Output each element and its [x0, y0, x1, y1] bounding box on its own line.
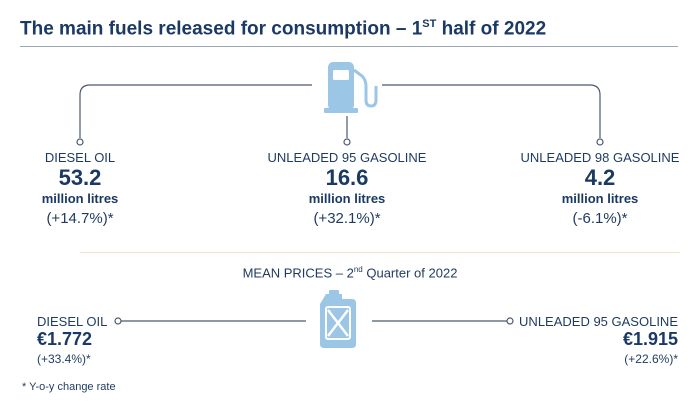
- mean-prices-header-rest: Quarter of 2022: [362, 265, 458, 281]
- page-title: The main fuels released for consumption …: [20, 18, 546, 40]
- price-label: UNLEADED 95 GASOLINE: [519, 314, 678, 329]
- mean-prices-header: MEAN PRICES – 2nd Quarter of 2022: [200, 265, 500, 280]
- consumption-unleaded-98: UNLEADED 98 GASOLINE 4.2 million litres …: [515, 150, 685, 227]
- connector-node-right: [596, 138, 604, 146]
- footnote: * Y-o-y change rate: [22, 381, 116, 393]
- price-label: DIESEL OIL: [37, 314, 108, 329]
- consumption-value: 4.2: [584, 165, 616, 190]
- title-sup: ST: [422, 18, 437, 30]
- consumption-diesel: DIESEL OIL 53.2 million litres (+14.7%)*: [10, 150, 150, 227]
- jerrycan-icon: [320, 290, 356, 348]
- consumption-change: (+32.1%)*: [313, 210, 381, 227]
- connector-node-center: [343, 138, 351, 146]
- consumption-label: UNLEADED 95 GASOLINE: [267, 150, 427, 165]
- consumption-change: (-6.1%)*: [572, 210, 628, 227]
- price-value: €1.772: [37, 329, 93, 349]
- consumption-unleaded-95: UNLEADED 95 GASOLINE 16.6 million litres…: [262, 150, 432, 227]
- title-divider: [20, 46, 678, 47]
- title-rest: half of 2022: [436, 18, 547, 40]
- consumption-value: 16.6: [325, 165, 369, 190]
- consumption-unit: million litres: [41, 191, 119, 206]
- price-change: (+33.4%)*: [37, 352, 91, 366]
- consumption-change: (+14.7%)*: [46, 210, 114, 227]
- consumption-unit: million litres: [561, 191, 639, 206]
- consumption-value: 53.2: [58, 165, 102, 190]
- bottom-node-right: [506, 317, 514, 325]
- right-connector-line: [382, 84, 601, 138]
- consumption-label: UNLEADED 98 GASOLINE: [520, 150, 680, 165]
- mean-prices-header-main: MEAN PRICES – 2: [242, 265, 354, 281]
- price-change: (+22.6%)*: [624, 352, 678, 366]
- section-divider: [80, 252, 680, 253]
- consumption-unit: million litres: [308, 191, 386, 206]
- left-connector-line: [79, 84, 312, 138]
- bottom-node-left: [114, 317, 122, 325]
- fuel-pump-icon: [324, 62, 378, 113]
- title-main: The main fuels released for consumption …: [20, 18, 423, 40]
- mean-prices-header-sup: nd: [353, 265, 363, 274]
- price-value: €1.915: [622, 329, 678, 349]
- price-unleaded-95: UNLEADED 95 GASOLINE €1.915 (+22.6%)*: [500, 314, 678, 366]
- connector-node-left: [76, 138, 84, 146]
- consumption-label: DIESEL OIL: [44, 150, 116, 165]
- price-diesel: DIESEL OIL €1.772 (+33.4%)*: [37, 314, 127, 366]
